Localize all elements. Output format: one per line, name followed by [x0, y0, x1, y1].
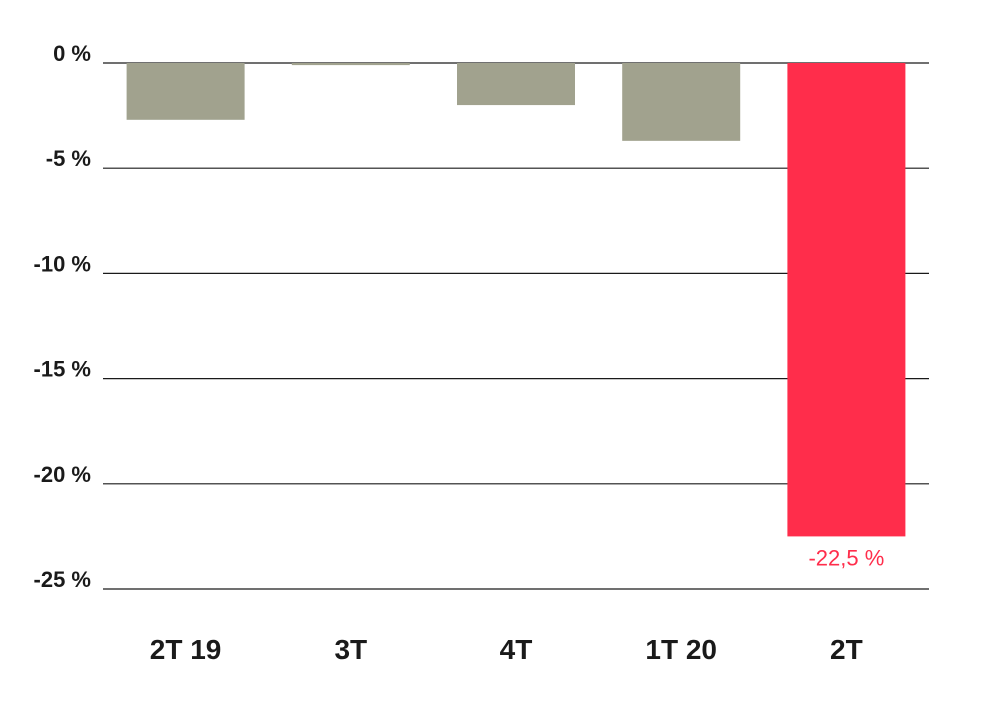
data-label: -22,5 % [808, 545, 884, 570]
bar-3t [291, 63, 410, 66]
bar-1t-20 [622, 63, 741, 141]
x-category-label: 2T 19 [150, 634, 222, 665]
x-axis-categories: 2T 19 3T 4T 1T 20 2T [150, 634, 863, 665]
y-axis-ticks: 0 % -5 % -10 % -15 % -20 % -25 % [34, 41, 91, 592]
bars [126, 63, 906, 537]
x-category-label: 1T 20 [645, 634, 717, 665]
y-tick-label: 0 % [53, 41, 91, 66]
x-category-label: 4T [500, 634, 533, 665]
y-tick-label: -20 % [34, 462, 91, 487]
y-tick-label: -5 % [46, 146, 91, 171]
x-category-label: 3T [334, 634, 367, 665]
bar-2t [787, 63, 906, 537]
y-tick-label: -10 % [34, 251, 91, 276]
bar-2t-19 [126, 63, 245, 120]
y-tick-label: -25 % [34, 567, 91, 592]
data-labels: -22,5 % [808, 545, 884, 570]
bar-4t [457, 63, 575, 106]
x-category-label: 2T [830, 634, 863, 665]
y-tick-label: -15 % [34, 357, 91, 382]
